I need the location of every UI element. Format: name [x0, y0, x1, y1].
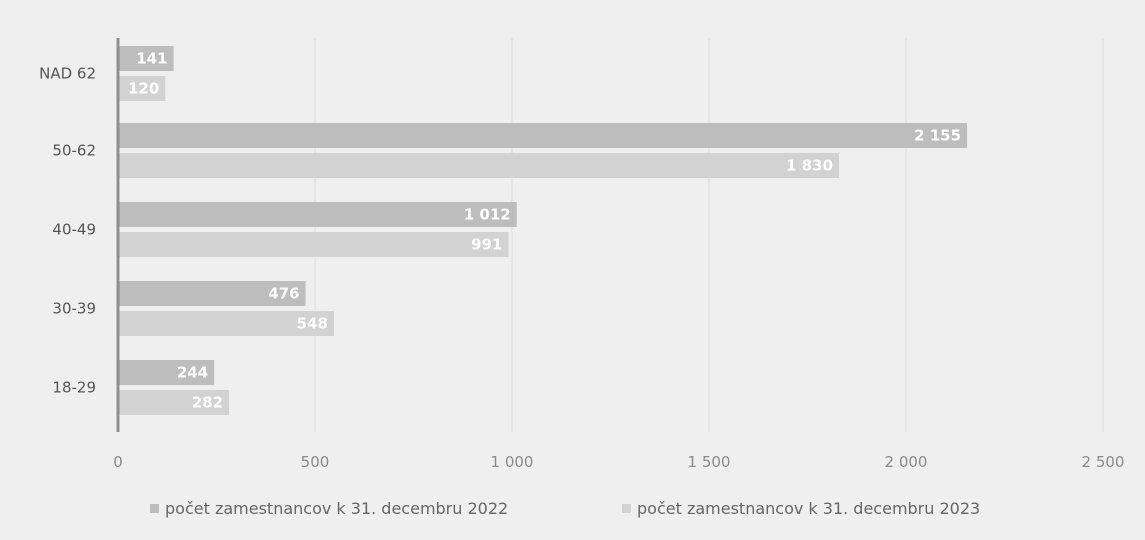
- data-label: 1 830: [786, 157, 833, 175]
- legend: počet zamestnancov k 31. decembru 2022 po…: [150, 499, 980, 518]
- bar-series-2: [118, 232, 509, 257]
- bar-series-1: [118, 360, 215, 385]
- legend-label: počet zamestnancov k 31. decembru 2022: [165, 499, 508, 518]
- data-label: 991: [471, 236, 502, 254]
- x-tick-label: 1 500: [688, 453, 731, 471]
- data-label: 476: [268, 285, 299, 303]
- bar-series-1: [118, 281, 306, 306]
- bar-series-2: [118, 76, 166, 101]
- x-tick-label: 0: [113, 453, 123, 471]
- category-labels: NAD 62 50-62 40-49 30-39 18-29: [39, 65, 96, 397]
- data-label: 244: [177, 364, 208, 382]
- data-label: 2 155: [914, 127, 961, 145]
- value-labels: 141 120 2 155 1 830 1 012 991 476 548 244 282: [128, 50, 961, 412]
- x-tick-label: 2 000: [885, 453, 928, 471]
- legend-swatch: [150, 504, 159, 513]
- bar-series-1: [118, 46, 174, 71]
- x-tick-label: 2 500: [1082, 453, 1125, 471]
- bar-series-2: [118, 311, 334, 336]
- category-label: 40-49: [52, 221, 96, 239]
- bars: [118, 46, 968, 415]
- gridlines: [314, 38, 1104, 432]
- data-label: 1 012: [464, 206, 511, 224]
- data-label: 282: [192, 394, 223, 412]
- data-label: 141: [136, 50, 167, 68]
- category-label: NAD 62: [39, 65, 96, 83]
- bar-series-1: [118, 123, 968, 148]
- data-label: 548: [297, 315, 328, 333]
- bar-series-2: [118, 153, 840, 178]
- category-label: 50-62: [52, 142, 96, 160]
- data-label: 120: [128, 80, 159, 98]
- bar-series-2: [118, 390, 230, 415]
- legend-swatch: [622, 504, 631, 513]
- x-tick-label: 1 000: [491, 453, 534, 471]
- x-tick-labels: 0 500 1 000 1 500 2 000 2 500: [113, 453, 1124, 471]
- category-label: 18-29: [52, 379, 96, 397]
- bar-series-1: [118, 202, 517, 227]
- x-tick-label: 500: [301, 453, 330, 471]
- category-label: 30-39: [52, 300, 96, 318]
- legend-label: počet zamestnancov k 31. decembru 2023: [637, 499, 980, 518]
